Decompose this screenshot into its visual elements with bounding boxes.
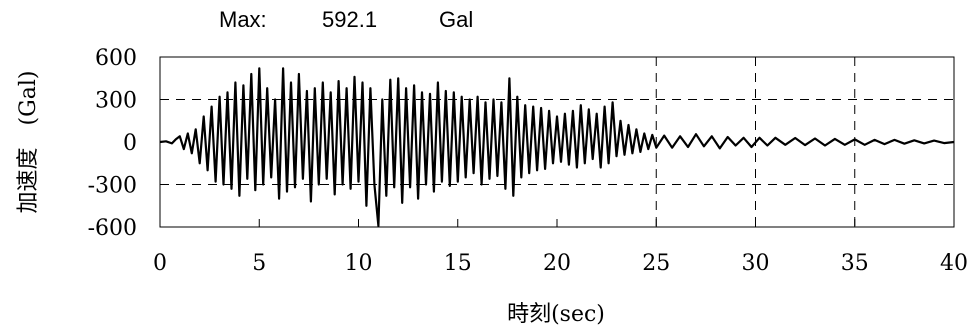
x-tick-label: 5 (252, 251, 266, 276)
plot-frame (159, 56, 955, 228)
x-tick-label: 15 (444, 251, 472, 276)
max-label: Max: (219, 7, 267, 32)
x-tick-label: 20 (543, 251, 571, 276)
y-tick-label: -300 (88, 174, 137, 199)
max-value: 592.1 (322, 7, 377, 32)
x-tick-label: 0 (153, 251, 167, 276)
x-tick-label: 10 (345, 251, 373, 276)
max-unit: Gal (439, 7, 473, 32)
x-tick-label: 40 (940, 251, 968, 276)
y-axis-label: 加速度 (Gal) (16, 71, 41, 214)
x-tick-label: 25 (642, 251, 670, 276)
y-tick-label: 600 (95, 46, 137, 71)
y-tick-labels: 600 300 0 -300 -600 (88, 46, 137, 241)
grid-lines (160, 57, 954, 227)
y-tick-label: -600 (88, 216, 137, 241)
x-axis-label: 時刻(sec) (507, 302, 605, 327)
acceleration-trace (159, 67, 955, 227)
axis-ticks (159, 56, 955, 228)
x-tick-label: 30 (742, 251, 770, 276)
y-tick-label: 300 (95, 89, 137, 114)
y-tick-label: 0 (123, 131, 137, 156)
x-tick-labels: 0 5 10 15 20 25 30 35 40 (153, 251, 968, 276)
trace-layer (159, 67, 955, 227)
x-tick-label: 35 (841, 251, 869, 276)
